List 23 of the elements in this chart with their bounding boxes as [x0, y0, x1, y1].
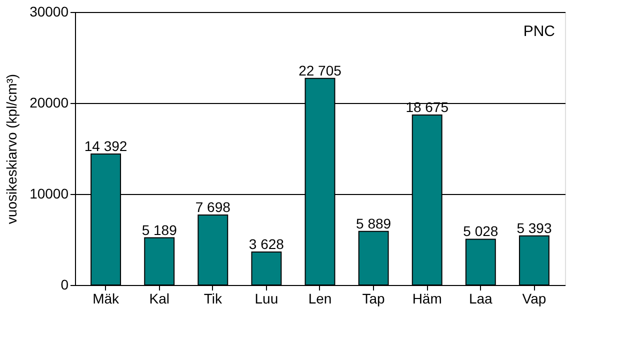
- x-tick-label: Luu: [254, 290, 278, 306]
- data-label: 3 628: [248, 236, 284, 252]
- data-label: 5 393: [516, 220, 552, 236]
- data-label: 5 028: [463, 223, 498, 240]
- y-tick-label: 0: [60, 276, 69, 292]
- data-label: 22 705: [298, 62, 342, 78]
- annotation: PNC: [523, 23, 556, 40]
- x-tick-label: Häm: [412, 290, 442, 306]
- y-tick-label: 30000: [30, 4, 69, 20]
- x-tick-label: Kal: [149, 290, 170, 306]
- x-tick-label: Len: [308, 290, 332, 306]
- data-label: 14 392: [84, 138, 128, 154]
- data-label: 7 698: [195, 198, 231, 215]
- x-tick-label: Vap: [522, 290, 546, 306]
- x-tick-label: Tap: [362, 290, 386, 306]
- x-tick-label: Mäk: [92, 290, 120, 306]
- data-label: 5 189: [142, 222, 178, 238]
- x-tick-label: Laa: [468, 290, 493, 306]
- y-tick-label: 10000: [30, 186, 69, 202]
- y-tick-label: 20000: [30, 94, 69, 110]
- x-tick-label: Tik: [204, 290, 223, 306]
- y-axis-title: vuosikeskiarvo (kpl/cm³): [4, 74, 20, 224]
- data-label: 5 889: [356, 215, 392, 232]
